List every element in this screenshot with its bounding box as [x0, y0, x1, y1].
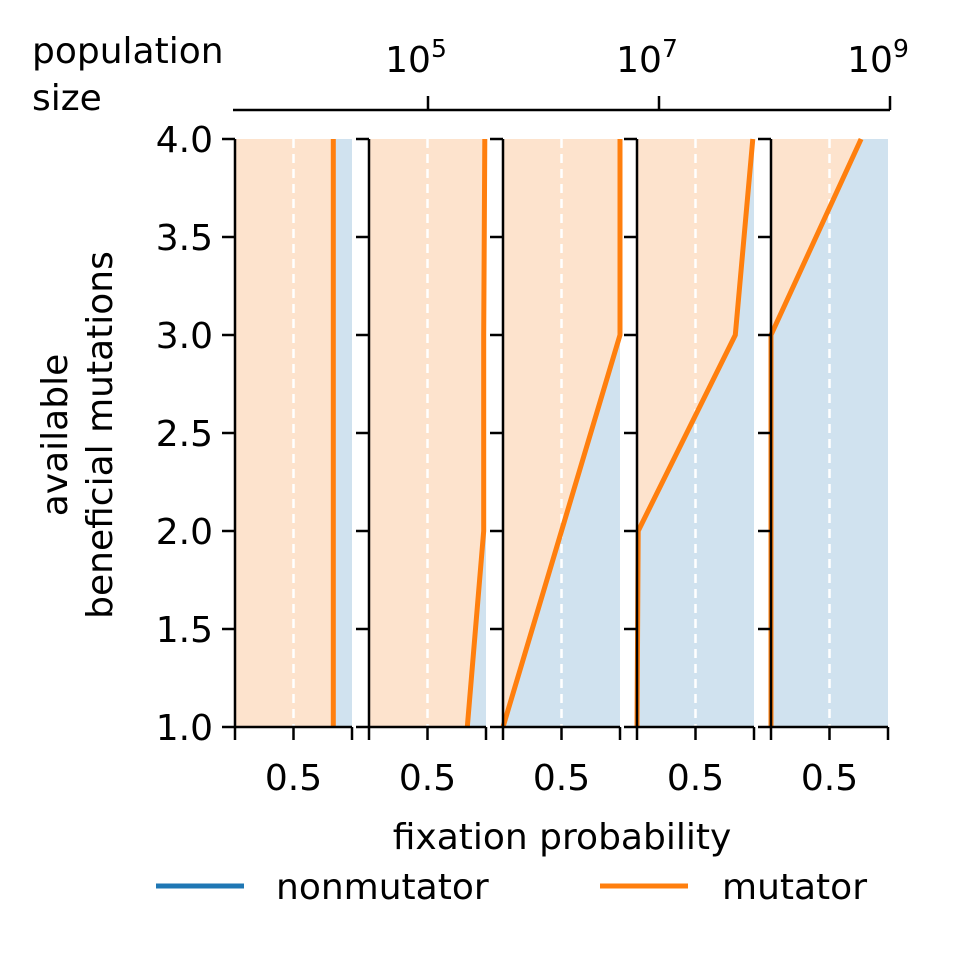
- y-axis: 1.0 1.5 2.0 2.5 3.0 3.5 4.0: [156, 120, 235, 749]
- top-axis-tick-label: 105: [385, 34, 447, 81]
- y-tick-label: 1.5: [156, 610, 213, 651]
- y-axis-label-line2: beneficial mutations: [80, 251, 121, 619]
- legend-mutator-label: mutator: [722, 867, 867, 908]
- y-tick-label: 2.5: [156, 414, 213, 455]
- y-tick-label: 3.5: [156, 218, 213, 259]
- panel-x-tick-label: 0.5: [801, 758, 858, 799]
- top-axis-tick-label: 109: [847, 34, 909, 81]
- panel-4: 0.5: [624, 137, 756, 799]
- panel-3: 0.5: [490, 137, 623, 799]
- top-axis-tick-label: 107: [616, 34, 678, 81]
- panel-x-tick-label: 0.5: [667, 758, 724, 799]
- top-axis-label-line1: population: [32, 31, 224, 72]
- panel-x-tick-label: 0.5: [533, 758, 590, 799]
- panel-5: 0.5: [758, 137, 890, 799]
- panel-1: 0.5: [233, 139, 354, 799]
- mutator-area: [235, 139, 334, 727]
- panel-x-tick-label: 0.5: [399, 758, 456, 799]
- y-tick-label: 1.0: [156, 708, 213, 749]
- mutator-area: [637, 139, 753, 727]
- y-tick-label: 3.0: [156, 316, 213, 357]
- top-axis-label-line2: size: [32, 78, 102, 119]
- legend: nonmutator mutator: [156, 867, 867, 908]
- top-axis: 105 107 109 population size: [32, 31, 909, 119]
- panels: 0.5 0.5 0.5 0.5 0.5: [233, 137, 890, 799]
- panel-x-tick-label: 0.5: [265, 758, 322, 799]
- y-tick-label: 4.0: [156, 120, 213, 161]
- mutator-area: [771, 139, 862, 727]
- mutator-line: [500, 139, 623, 728]
- y-tick-label: 2.0: [156, 512, 213, 553]
- mutator-line: [464, 138, 488, 728]
- panel-2: 0.5: [356, 137, 488, 799]
- legend-nonmutator-label: nonmutator: [276, 867, 489, 908]
- x-axis-label: fixation probability: [393, 817, 732, 858]
- y-axis-label-line1: available: [35, 354, 76, 517]
